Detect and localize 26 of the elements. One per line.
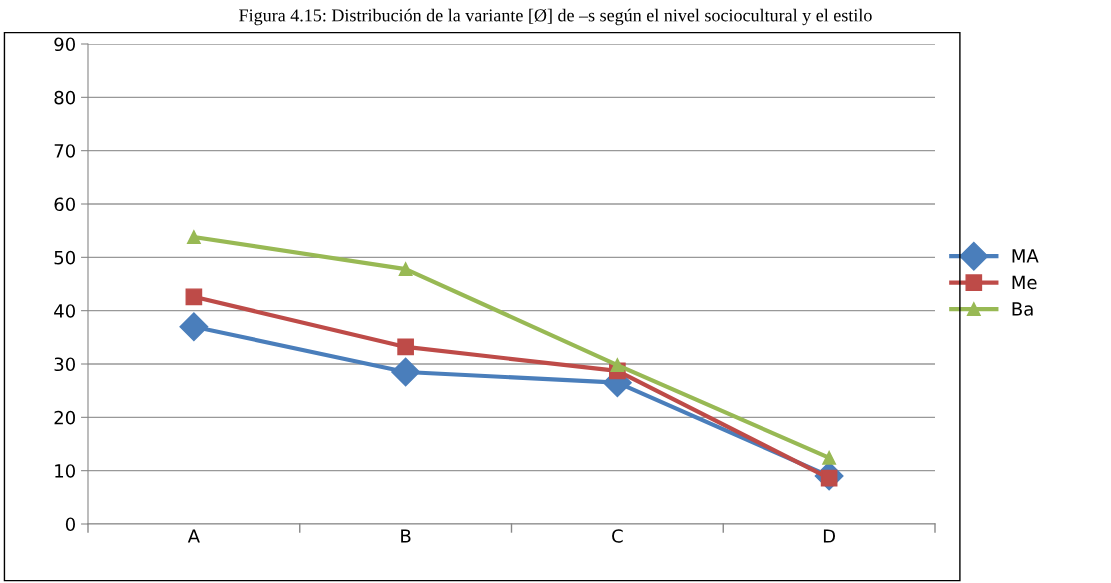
point — [185, 288, 203, 306]
point — [397, 338, 414, 356]
y-tick-label: 20 — [54, 410, 75, 425]
point — [398, 262, 413, 277]
point — [186, 230, 201, 245]
point — [822, 450, 837, 465]
point — [179, 312, 209, 342]
legend-label: Me — [1012, 275, 1037, 290]
point — [391, 357, 421, 387]
y-tick-label: 70 — [54, 144, 75, 158]
y-tick-label: 40 — [54, 304, 75, 318]
legend-label: MA — [1012, 249, 1039, 263]
x-tick-label: D — [823, 529, 836, 543]
x-tick-label: B — [401, 529, 411, 543]
y-tick-label: 60 — [54, 197, 75, 212]
x-tick-label: C — [612, 529, 623, 543]
y-tick-label: 0 — [65, 517, 75, 532]
x-tick-label: A — [187, 529, 200, 543]
point — [610, 358, 625, 373]
y-tick-label: 80 — [54, 90, 75, 105]
chart-title: Figura 4.15: Distribución de la variante [Ø] de –s según el nivel sociocultural y el estilo — [239, 8, 872, 26]
y-tick-label: 90 — [54, 37, 75, 52]
y-tick-label: 50 — [54, 250, 75, 265]
y-tick-label: 10 — [55, 464, 75, 478]
legend-label: Ba — [1012, 302, 1033, 316]
y-tick-label: 30 — [54, 357, 75, 372]
